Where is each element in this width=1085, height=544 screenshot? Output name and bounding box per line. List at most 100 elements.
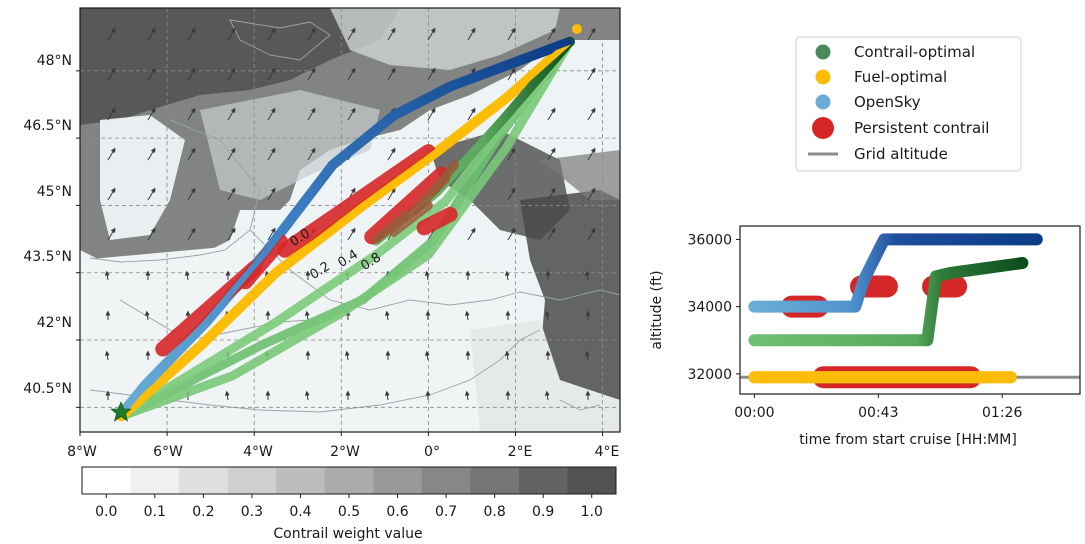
wind-arrow (584, 350, 590, 361)
wind-arrow (587, 27, 596, 41)
altitude-persistent-contrail (780, 275, 982, 389)
colorbar-cell (518, 467, 568, 494)
colorbar-cell (82, 467, 132, 494)
destination-marker (572, 24, 582, 34)
wind-arrow (107, 107, 116, 121)
wind-arrow (547, 27, 556, 41)
map-frame (79, 7, 621, 433)
route-contrail-optimal (116, 37, 575, 421)
wind-arrow (104, 270, 110, 281)
wind-arrow (267, 107, 276, 121)
wind-arrow (387, 147, 396, 161)
colorbar-cells (82, 467, 617, 494)
wind-arrow (427, 67, 436, 81)
wind-arrow (544, 310, 550, 321)
wind-arrow (507, 67, 516, 81)
wind-arrow (267, 147, 276, 161)
persistent-contrail-segment (364, 166, 449, 245)
wind-arrow (307, 27, 316, 41)
wind-arrow (584, 270, 590, 281)
wind-arrow (507, 187, 516, 201)
wind-arrow (424, 270, 430, 281)
wind-arrow (384, 310, 390, 321)
colorbar-tick-label: 0.1 (144, 504, 166, 520)
wind-arrow (587, 107, 596, 121)
alt-x-tick-label: 00:43 (858, 405, 898, 421)
wind-arrow (307, 67, 316, 81)
fuel-optimal-legend-marker (815, 69, 831, 85)
wind-arrow (547, 187, 556, 201)
colorbar-cell (227, 467, 277, 494)
colorbar-tick-label: 0.5 (338, 504, 360, 520)
wind-arrow (147, 147, 156, 161)
lat-tick-label: 45°N (37, 184, 72, 200)
lon-tick-label: 6°W (153, 444, 183, 460)
wind-arrow (587, 227, 596, 241)
wind-arrow (304, 390, 310, 401)
altitude-x-label: time from start cruise [HH:MM] (799, 432, 1017, 448)
colorbar-cell (421, 467, 471, 494)
colorbar-tick-label: 0.4 (289, 504, 311, 520)
wind-arrow (467, 107, 476, 121)
wind-arrow (464, 310, 470, 321)
wind-arrow (384, 390, 390, 401)
persistent-contrail-segment (277, 144, 436, 258)
contrail-weight-field (80, 8, 620, 432)
altitude-frame (739, 225, 1081, 395)
wind-arrow (467, 27, 476, 41)
legend-label-grid-altitude: Grid altitude (854, 145, 948, 163)
wind-arrow (347, 27, 356, 41)
wind-arrow (227, 67, 236, 81)
contrail-dash (389, 200, 433, 237)
lat-tick-label: 42°N (37, 315, 72, 331)
wind-arrow (587, 147, 596, 161)
wind-arrow (424, 350, 430, 361)
lon-tick-label: 4°E (595, 444, 620, 460)
lon-tick-label: 2°E (508, 444, 533, 460)
wind-arrow (504, 270, 510, 281)
wind-arrow (267, 187, 276, 201)
wind-arrow (347, 227, 356, 241)
lon-tick-label: 4°W (243, 444, 273, 460)
altitude-axis-ticks: 00:00 00:43 01:26 32000 34000 36000 (687, 232, 1022, 421)
colorbar-cell (567, 467, 617, 494)
colorbar-tick-label: 0.7 (435, 504, 457, 520)
wind-arrow (427, 107, 436, 121)
legend-label-opensky: OpenSky (854, 93, 921, 111)
legend-label-persistent-contrail: Persistent contrail (854, 119, 989, 137)
lat-tick-label: 43.5°N (23, 249, 72, 265)
altitude-y-label: altitude (ft) (649, 270, 665, 349)
wind-arrow (187, 187, 196, 201)
contrail-dash (428, 160, 460, 197)
wind-arrow (147, 227, 156, 241)
wind-arrow (547, 107, 556, 121)
wind-arrow (267, 27, 276, 41)
wind-arrow (507, 227, 516, 241)
legend-label-fuel-optimal: Fuel-optimal (854, 68, 947, 86)
wind-arrow (187, 227, 196, 241)
colorbar-cell (276, 467, 326, 494)
wind-arrow (147, 107, 156, 121)
wind-arrow (187, 27, 196, 41)
wind-arrow (187, 107, 196, 121)
persistent-contrail-overlay (118, 38, 573, 420)
lon-tick-label: 0° (424, 444, 440, 460)
wind-arrow (547, 147, 556, 161)
alt-y-tick-label: 32000 (687, 367, 732, 383)
alt-x-tick-label: 00:00 (734, 405, 774, 421)
wind-arrow (347, 107, 356, 121)
wind-arrow (187, 147, 196, 161)
lon-tick-label: 8°W (67, 444, 97, 460)
colorbar-tick-label: 1.0 (581, 504, 603, 520)
wind-arrow (227, 147, 236, 161)
alt-x-tick-label: 01:26 (982, 405, 1022, 421)
colorbar-cell (470, 467, 520, 494)
map-panel: 0.0 0.2 0.4 0.8 8°W 6°W 4°W 2°W 0° 2°E 4… (23, 7, 621, 460)
wind-arrow (347, 67, 356, 81)
lon-tick-label: 2°W (330, 444, 360, 460)
route-contrail-optimal (116, 37, 575, 421)
route-centre (118, 38, 573, 418)
wind-arrow (307, 107, 316, 121)
altitude-line-contrail-optimal (748, 257, 1029, 347)
